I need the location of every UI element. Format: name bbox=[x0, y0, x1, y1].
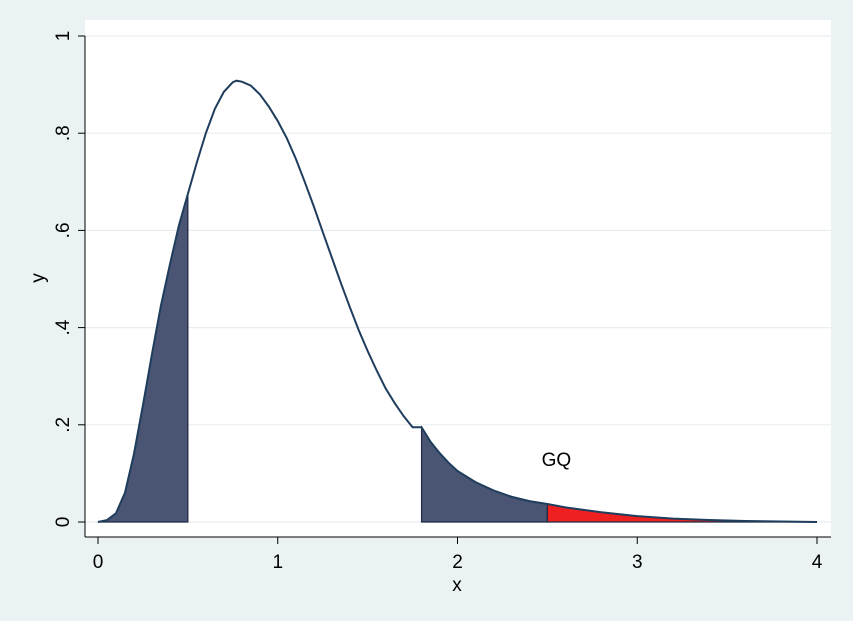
y-tick-label: .2 bbox=[53, 417, 74, 433]
x-tick-label: 2 bbox=[452, 552, 463, 573]
annotations: GQ bbox=[542, 450, 572, 471]
annotation-label: GQ bbox=[542, 450, 572, 471]
y-tick-label: .8 bbox=[53, 125, 74, 141]
x-axis-label: x bbox=[452, 575, 462, 596]
y-tick-label: .4 bbox=[53, 319, 74, 335]
y-tick-label: 1 bbox=[53, 31, 74, 42]
x-tick-label: 3 bbox=[632, 552, 643, 573]
x-tick-label: 4 bbox=[812, 552, 823, 573]
x-tick-label: 0 bbox=[93, 552, 104, 573]
density-curve bbox=[97, 79, 818, 523]
y-tick-label: 0 bbox=[53, 517, 74, 528]
axes: 0 .2 .4 .6 .8 1 0 1 2 3 4 bbox=[53, 31, 831, 573]
x-tick-label: 1 bbox=[272, 552, 283, 573]
plot-background bbox=[85, 20, 831, 537]
y-tick-label: .6 bbox=[53, 222, 74, 238]
y-axis-label: y bbox=[28, 273, 49, 283]
